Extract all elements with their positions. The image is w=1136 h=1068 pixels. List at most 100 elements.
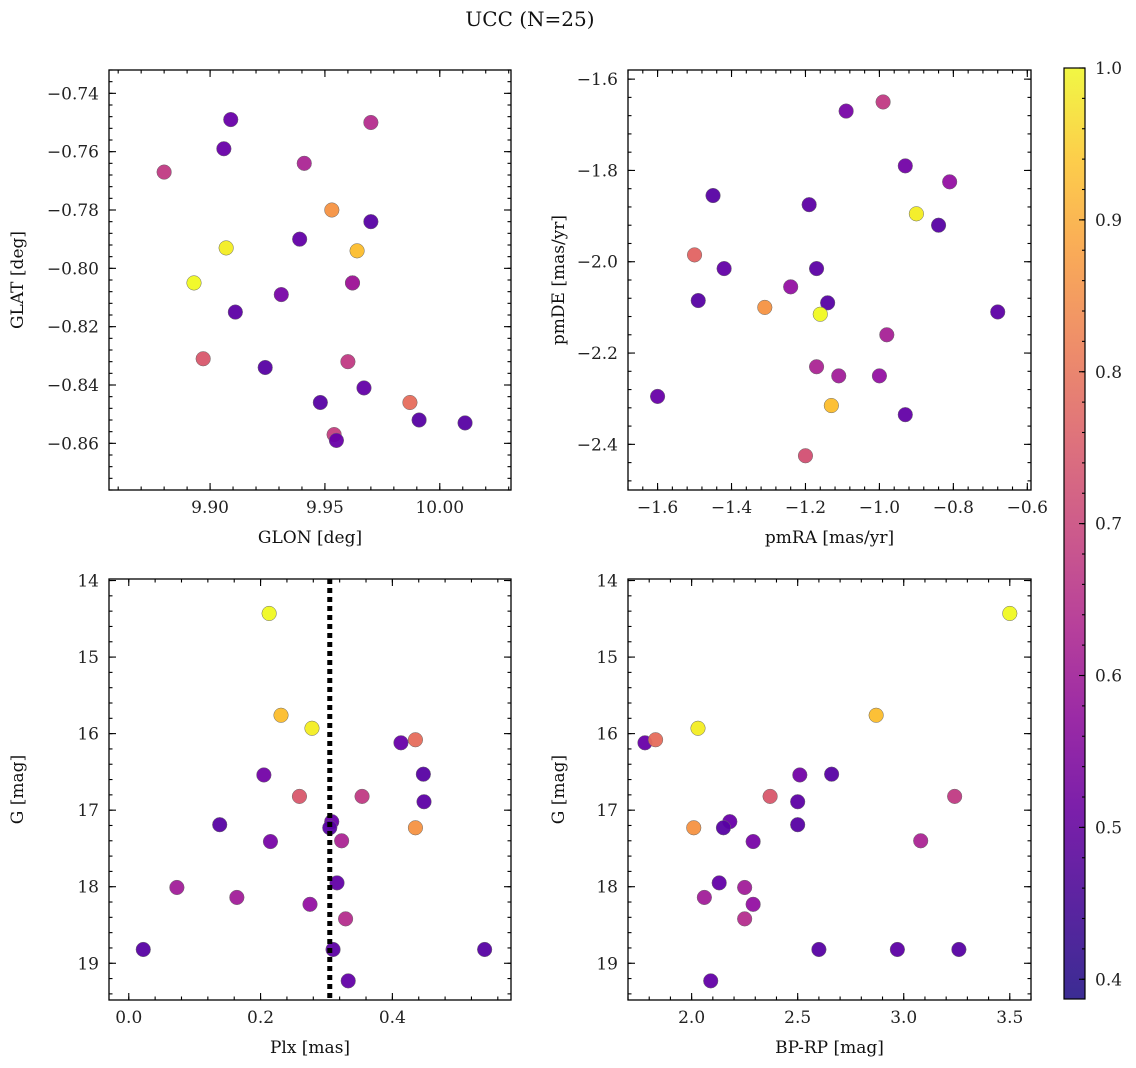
scatter-point (218, 240, 234, 256)
scatter-point (457, 415, 473, 431)
scatter-point (990, 304, 1006, 320)
x-axis-label: pmRA [mas/yr] (765, 528, 894, 548)
scatter-point (349, 243, 365, 259)
scatter-point (227, 304, 243, 320)
scatter-point (354, 788, 370, 804)
y-tick-label: 18 (77, 878, 99, 898)
scatter-point (889, 941, 905, 958)
colorbar-tick-label: 1.0 (1095, 59, 1122, 79)
x-tick-label: 2.5 (784, 1008, 811, 1028)
x-tick-label: 0.0 (115, 1008, 142, 1028)
scatter-point (715, 820, 731, 836)
scatter-point (687, 247, 703, 263)
scatter-point (407, 732, 423, 748)
plot-frame (627, 578, 1032, 1001)
scatter-point (312, 394, 328, 411)
scatter-point (256, 767, 272, 783)
scatter-point (686, 820, 702, 836)
y-tick-label: −0.82 (47, 318, 99, 338)
scatter-point (737, 911, 753, 927)
scatter-point (812, 306, 828, 322)
y-axis-label: G [mag] (549, 755, 569, 824)
scatter-point (363, 214, 379, 230)
scatter-point (329, 875, 345, 891)
scatter-point (790, 817, 806, 833)
scatter-point (711, 875, 727, 891)
scatter-point (690, 720, 706, 736)
scatter-point (871, 368, 887, 384)
scatter-points (637, 605, 1018, 989)
scatter-point (477, 941, 493, 958)
x-tick-label: −1.6 (637, 498, 678, 518)
scatter-point (156, 164, 172, 180)
scatter-point (942, 174, 958, 190)
colorbar-tick-label: 0.4 (1095, 970, 1122, 990)
scatter-point (216, 141, 232, 157)
scatter-point (838, 103, 854, 119)
scatter-point (416, 794, 432, 810)
scatter-point (931, 217, 947, 233)
y-tick-label: −2.0 (577, 253, 618, 273)
scatter-point (737, 879, 753, 896)
colorbar-tick-label: 0.7 (1095, 515, 1122, 535)
scatter-point (296, 155, 312, 171)
scatter-point (363, 114, 379, 131)
scatter-point (908, 206, 924, 222)
scatter-point (402, 394, 418, 411)
scatter-point (415, 766, 431, 782)
scatter-point (325, 941, 341, 958)
plot-frame (108, 69, 512, 491)
scatter-point (801, 197, 817, 213)
scatter-point (913, 833, 929, 849)
colorbar: 0.4 0.5 0.6 0.7 0.8 0.9 1.0 (1063, 59, 1122, 1000)
scatter-point (195, 351, 211, 367)
colorbar-tick-label: 0.5 (1095, 818, 1122, 838)
y-tick-label: −1.6 (577, 70, 618, 90)
x-tick-label: 3.0 (890, 1008, 917, 1028)
scatter-point (650, 388, 666, 404)
scatter-point (169, 879, 185, 896)
y-tick-label: −0.84 (47, 376, 99, 396)
colorbar-tick-label: 0.8 (1095, 363, 1122, 383)
scatter-point (212, 817, 228, 833)
y-tick-label: −1.8 (577, 161, 618, 181)
scatter-point (334, 833, 350, 849)
colorbar-tick-label: 0.9 (1095, 211, 1122, 231)
scatter-point (823, 397, 839, 414)
scatter-points (650, 94, 1006, 464)
plot-frame (627, 69, 1032, 491)
x-tick-label: −1.4 (711, 498, 752, 518)
scatter-point (291, 788, 308, 804)
x-tick-label: 0.4 (379, 1008, 406, 1028)
scatter-point (745, 834, 761, 850)
x-axis-label: Plx [mas] (270, 1038, 350, 1058)
x-tick-label: 9.95 (306, 498, 344, 518)
scatter-point (135, 941, 151, 958)
scatter-point (762, 788, 778, 804)
y-tick-label: 19 (77, 954, 99, 974)
scatter-point (783, 279, 799, 295)
scatter-point (690, 292, 706, 309)
y-tick-label: 14 (77, 572, 99, 592)
x-axis-label: GLON [deg] (258, 528, 362, 548)
scatter-point (324, 202, 340, 218)
scatter-point (328, 432, 344, 448)
scatter-point (797, 448, 814, 464)
y-axis-label: GLAT [deg] (8, 231, 28, 329)
y-tick-label: −0.78 (47, 201, 99, 221)
panel-bprp-g: 2.0 2.5 3.0 3.5 14 15 16 17 18 19 BP-RP [mag] G [ma… (549, 572, 1032, 1058)
scatter-point (340, 973, 356, 989)
scatter-point (897, 158, 913, 174)
scatter-point (820, 295, 836, 311)
scatter-point (811, 941, 827, 958)
panel-plx-g: 0.0 0.2 0.4 14 15 16 17 18 19 Plx [mas] G [mag] (8, 572, 512, 1058)
scatter-point (257, 359, 273, 376)
scatter-point (879, 327, 895, 343)
colorbar-gradient (1063, 67, 1086, 1000)
figure-title: UCC (N=25) (465, 7, 594, 31)
y-tick-label: −2.4 (577, 435, 618, 455)
scatter-point (947, 788, 963, 804)
scatter-point (273, 707, 289, 723)
y-tick-label: −2.2 (577, 344, 618, 364)
x-tick-label: −0.6 (1007, 498, 1048, 518)
